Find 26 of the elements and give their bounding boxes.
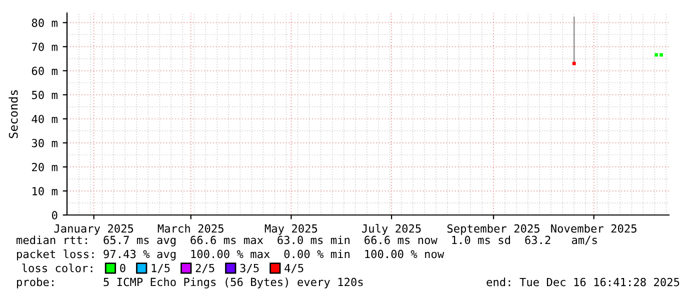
y-tick-label: 80 m bbox=[32, 18, 58, 28]
y-tick-label: 30 m bbox=[32, 138, 58, 148]
y-tick-label: 60 m bbox=[32, 66, 58, 76]
y-tick-label: 10 m bbox=[32, 186, 58, 196]
y-tick-label: 70 m bbox=[32, 42, 58, 52]
legend-title: loss color: bbox=[22, 264, 92, 272]
text: median rtt: 65.7 ms avg 66.6 ms max 63.0 ms min 66.6 ms now 1.0 ms sd 63.2 am/s bbox=[16, 236, 597, 246]
text: probe: 5 ICMP Echo Pings (56 Bytes) every 120s bbox=[17, 278, 363, 288]
text: end: Tue Dec 16 16:41:28 2025 bbox=[486, 278, 680, 286]
y-tick-label: 0 bbox=[52, 211, 58, 220]
text: packet loss: 97.43 % avg 100.00 % max 0.00 % min 100.00 % now bbox=[17, 250, 444, 260]
x-tick-label: May 2025 bbox=[264, 224, 318, 235]
legend-label: 3/5 bbox=[240, 264, 259, 274]
legend-label: 4/5 bbox=[284, 264, 304, 274]
x-tick-label: January 2025 bbox=[54, 224, 134, 235]
y-tick-label: 40 m bbox=[32, 114, 58, 124]
y-axis-title: Seconds bbox=[8, 90, 18, 138]
legend-label: 1/5 bbox=[152, 264, 170, 274]
x-tick-label: March 2025 bbox=[158, 224, 224, 233]
legend-label: 2/5 bbox=[196, 264, 214, 274]
legend-label: 0 bbox=[120, 264, 126, 272]
x-tick-label: September 2025 bbox=[447, 224, 540, 235]
x-tick-label: November 2025 bbox=[551, 224, 636, 233]
y-tick-label: 20 m bbox=[32, 162, 58, 172]
x-tick-label: July 2025 bbox=[362, 224, 421, 235]
y-tick-label: 50 m bbox=[32, 90, 58, 100]
